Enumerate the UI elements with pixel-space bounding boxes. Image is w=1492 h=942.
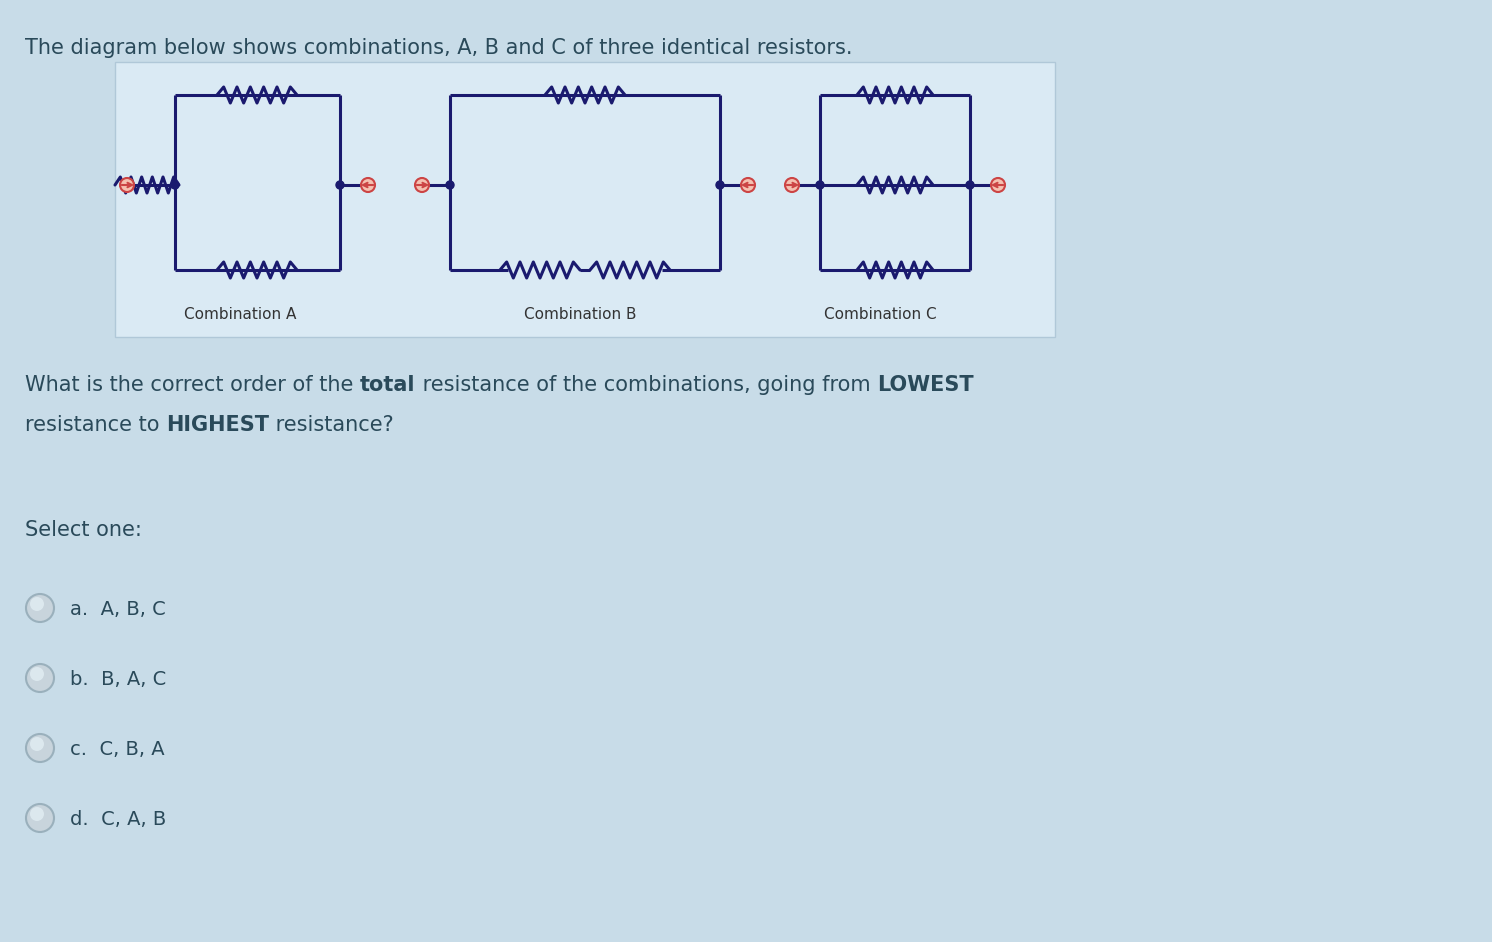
Circle shape	[364, 181, 372, 189]
Circle shape	[716, 181, 724, 189]
Circle shape	[30, 667, 43, 681]
Circle shape	[25, 594, 54, 622]
Text: resistance of the combinations, going from: resistance of the combinations, going fr…	[415, 375, 877, 395]
Text: resistance?: resistance?	[269, 415, 394, 435]
Text: total: total	[360, 375, 415, 395]
Text: Combination A: Combination A	[184, 307, 297, 322]
Circle shape	[991, 178, 1006, 192]
Text: a.  A, B, C: a. A, B, C	[70, 600, 166, 619]
Circle shape	[742, 178, 755, 192]
Text: The diagram below shows combinations, A, B and C of three identical resistors.: The diagram below shows combinations, A,…	[25, 38, 852, 58]
Text: c.  C, B, A: c. C, B, A	[70, 740, 164, 759]
Circle shape	[119, 178, 134, 192]
Circle shape	[446, 181, 454, 189]
Text: Combination B: Combination B	[524, 307, 636, 322]
Text: HIGHEST: HIGHEST	[166, 415, 269, 435]
Circle shape	[30, 807, 43, 821]
Circle shape	[965, 181, 974, 189]
Circle shape	[172, 181, 179, 189]
Circle shape	[25, 664, 54, 692]
Circle shape	[30, 597, 43, 611]
Text: Select one:: Select one:	[25, 520, 142, 540]
Text: b.  B, A, C: b. B, A, C	[70, 670, 166, 689]
Circle shape	[785, 178, 800, 192]
Text: LOWEST: LOWEST	[877, 375, 973, 395]
Text: d.  C, A, B: d. C, A, B	[70, 810, 166, 829]
Circle shape	[816, 181, 824, 189]
Circle shape	[25, 804, 54, 832]
Circle shape	[788, 181, 797, 189]
Circle shape	[418, 181, 427, 189]
FancyBboxPatch shape	[115, 62, 1055, 337]
Circle shape	[415, 178, 430, 192]
Circle shape	[361, 178, 374, 192]
Circle shape	[122, 181, 131, 189]
Circle shape	[336, 181, 345, 189]
Text: resistance to: resistance to	[25, 415, 166, 435]
Text: Combination C: Combination C	[824, 307, 937, 322]
Text: What is the correct order of the: What is the correct order of the	[25, 375, 360, 395]
Circle shape	[994, 181, 1003, 189]
Circle shape	[25, 734, 54, 762]
Circle shape	[30, 737, 43, 751]
Circle shape	[745, 181, 752, 189]
